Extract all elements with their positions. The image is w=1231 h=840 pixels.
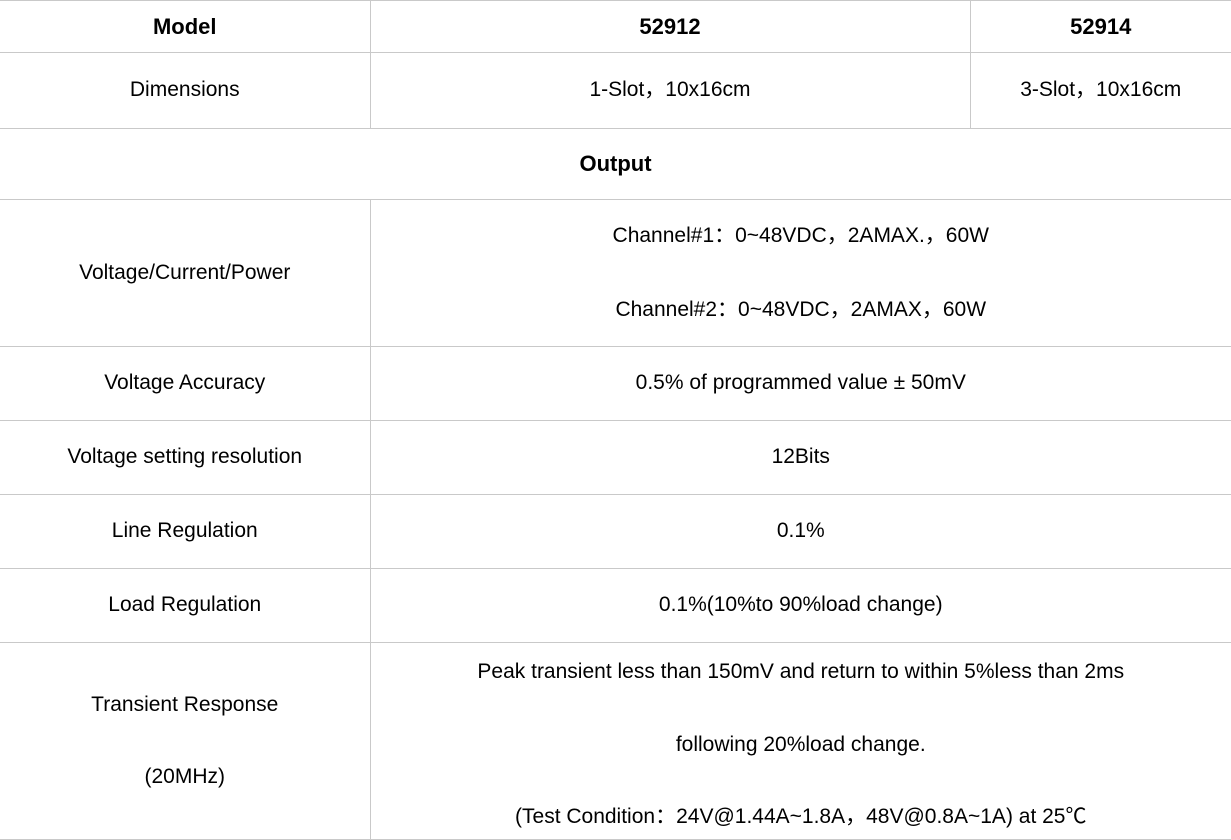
table-row-transient-response: Transient Response (20MHz) Peak transien… (0, 642, 1231, 840)
row-label-voltage-current-power: Voltage/Current/Power (0, 199, 371, 347)
table-row-voltage-accuracy: Voltage Accuracy 0.5% of programmed valu… (0, 346, 1231, 421)
transient-response-value-line-2: following 20%load change. (675, 732, 926, 756)
cell-voltage-current-power: Channel#1：0~48VDC，2AMAX.，60W Channel#2：0… (370, 199, 1231, 347)
row-label-transient-response: Transient Response (20MHz) (0, 642, 371, 840)
row-label-voltage-setting-resolution: Voltage setting resolution (0, 420, 371, 495)
row-label-line-regulation: Line Regulation (0, 494, 371, 569)
transient-response-value-line-1: Peak transient less than 150mV and retur… (477, 660, 1125, 684)
table-row-voltage-setting-resolution: Voltage setting resolution 12Bits (0, 420, 1231, 495)
table-row-line-regulation: Line Regulation 0.1% (0, 494, 1231, 569)
section-header-output: Output (0, 128, 1231, 200)
table-section-row-output: Output (0, 128, 1231, 200)
transient-response-label-line-1: Transient Response (91, 692, 279, 716)
table-header-row: Model 52912 52914 (0, 0, 1231, 53)
table-row-voltage-current-power: Voltage/Current/Power Channel#1：0~48VDC，… (0, 199, 1231, 347)
cell-transient-response: Peak transient less than 150mV and retur… (370, 642, 1231, 840)
table-row-dimensions: Dimensions 1-Slot，10x16cm 3-Slot，10x16cm (0, 52, 1231, 129)
transient-response-label-line-2: (20MHz) (144, 765, 225, 788)
row-label-dimensions: Dimensions (0, 52, 371, 129)
channel-2-spec: Channel#2：0~48VDC，2AMAX，60W (615, 298, 987, 321)
cell-voltage-accuracy: 0.5% of programmed value ± 50mV (370, 346, 1231, 421)
cell-dimensions-52914: 3-Slot，10x16cm (970, 52, 1231, 129)
channel-1-spec: Channel#1：0~48VDC，2AMAX.，60W (612, 223, 989, 247)
cell-load-regulation: 0.1%(10%to 90%load change) (370, 568, 1231, 643)
column-header-model-52912: 52912 (370, 0, 971, 53)
row-label-voltage-accuracy: Voltage Accuracy (0, 346, 371, 421)
transient-response-test-condition: (Test Condition：24V@1.44A~1.8A，48V@0.8A~… (515, 805, 1087, 829)
cell-line-regulation: 0.1% (370, 494, 1231, 569)
table-row-load-regulation: Load Regulation 0.1%(10%to 90%load chang… (0, 568, 1231, 643)
cell-dimensions-52912: 1-Slot，10x16cm (370, 52, 971, 129)
column-header-label: Model (0, 0, 371, 53)
column-header-model-52914: 52914 (970, 0, 1231, 53)
row-label-load-regulation: Load Regulation (0, 568, 371, 643)
cell-voltage-setting-resolution: 12Bits (370, 420, 1231, 495)
